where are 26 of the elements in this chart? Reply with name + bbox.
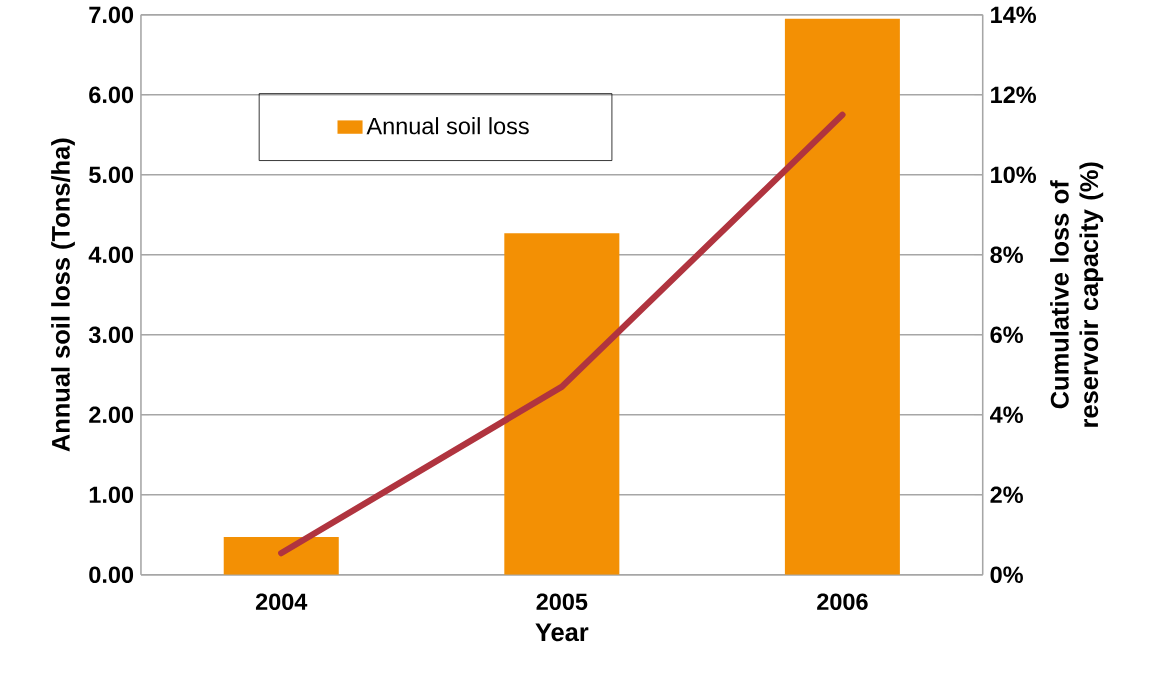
y2-tick-label: 8% xyxy=(990,246,1023,264)
y2-tick-label: 6% xyxy=(990,326,1023,344)
y2-tick-label: 0% xyxy=(990,566,1023,584)
legend-label: Annual soil loss xyxy=(366,117,529,135)
bar xyxy=(223,537,339,575)
bar xyxy=(784,19,900,575)
y2-tick-label: 2% xyxy=(990,486,1023,504)
y-tick-label: 2.00 xyxy=(89,406,134,424)
y-tick-label: 6.00 xyxy=(89,86,134,104)
y2-axis-title: Cumulative loss of reservoir capacity (%) xyxy=(1050,162,1104,427)
x-axis-title: Year xyxy=(535,623,589,642)
y-tick-label: 7.00 xyxy=(89,6,134,24)
y-tick-label: 1.00 xyxy=(89,486,134,504)
y2-tick-label: 10% xyxy=(991,166,1037,184)
y2-tick-label: 14% xyxy=(991,6,1037,24)
x-tick-label: 2006 xyxy=(817,593,868,611)
y-tick-label: 4.00 xyxy=(88,246,134,264)
bar xyxy=(504,233,620,575)
x-tick-label: 2004 xyxy=(255,593,308,611)
x-tick-label: 2005 xyxy=(536,593,588,611)
y-tick-label: 0.00 xyxy=(89,566,134,584)
y2-tick-label: 4% xyxy=(990,406,1023,424)
y-tick-label: 5.00 xyxy=(89,166,134,184)
y-axis-title: Annual soil loss (Tons/ha) xyxy=(51,138,75,452)
y-tick-label: 3.00 xyxy=(88,326,134,344)
y2-tick-label: 12% xyxy=(991,86,1037,104)
